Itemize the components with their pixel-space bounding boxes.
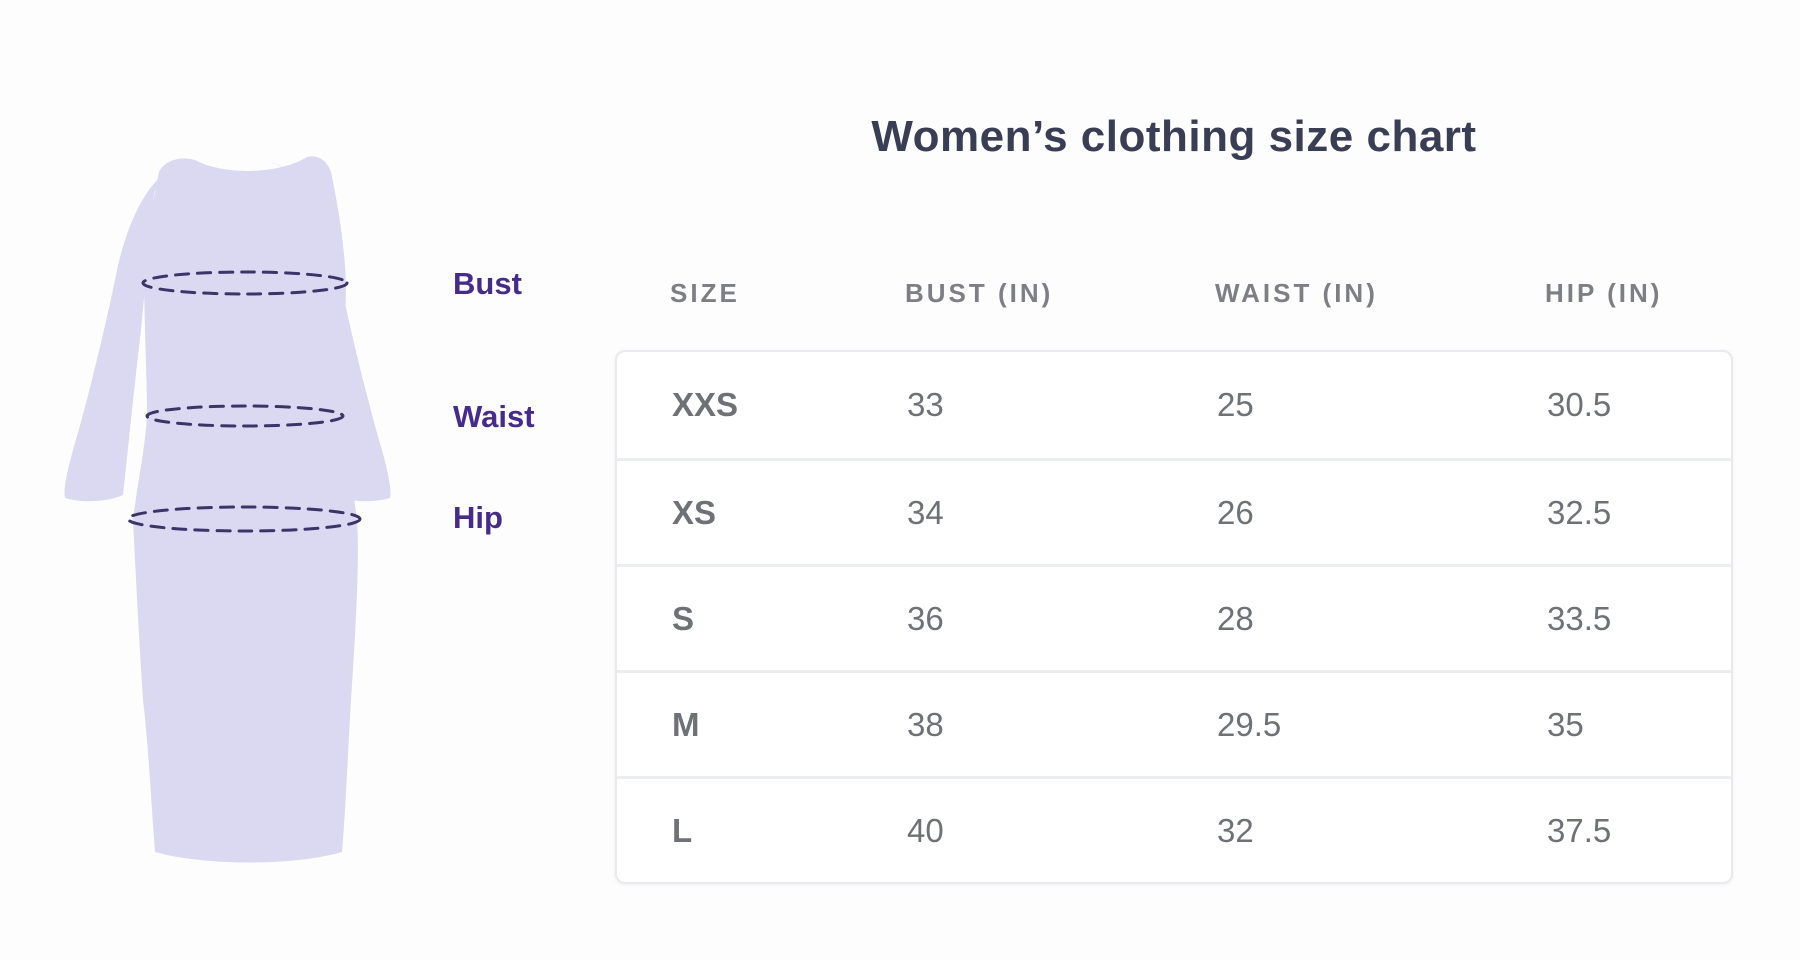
waist-cell: 25 xyxy=(1217,386,1254,423)
bust-cell: 38 xyxy=(907,705,944,743)
bust-cell: 33 xyxy=(907,386,944,423)
column-header-bust: BUST (in) xyxy=(905,277,1054,308)
column-header-waist: WAIST (in) xyxy=(1215,277,1378,308)
hip-cell: 35 xyxy=(1547,705,1584,743)
table-row: XXS 33 25 30.5 xyxy=(617,352,1731,458)
bust-measure-line xyxy=(141,270,349,296)
size-cell: XXS xyxy=(672,386,739,423)
hip-cell: 32.5 xyxy=(1547,493,1612,531)
bust-cell: 34 xyxy=(907,493,944,531)
table-row: M 38 29.5 35 xyxy=(617,670,1731,776)
hip-cell: 33.5 xyxy=(1547,599,1612,637)
size-cell: XS xyxy=(672,493,717,531)
hip-cell: 37.5 xyxy=(1547,811,1612,849)
table-row: S 36 28 33.5 xyxy=(617,564,1731,670)
dress-left-sleeve-shape xyxy=(64,162,185,502)
column-header-size: SIZE xyxy=(670,277,740,308)
bust-cell: 40 xyxy=(907,811,944,849)
waist-label: Waist xyxy=(453,399,535,434)
waist-cell: 26 xyxy=(1217,493,1254,531)
column-header-hip: HIP (in) xyxy=(1545,277,1663,308)
size-table: XXS 33 25 30.5 XS 34 26 32.5 S 36 28 33.… xyxy=(615,350,1733,884)
dress-body-shape xyxy=(133,156,358,863)
page-title: Women’s clothing size chart xyxy=(871,112,1477,161)
dress-svg xyxy=(64,156,391,863)
bust-label: Bust xyxy=(453,266,522,301)
hip-cell: 30.5 xyxy=(1547,386,1612,423)
waist-cell: 32 xyxy=(1217,811,1254,849)
dress-illustration xyxy=(55,140,400,865)
size-cell: M xyxy=(672,705,700,743)
size-cell: L xyxy=(672,811,693,849)
waist-cell: 28 xyxy=(1217,599,1254,637)
hip-measure-line xyxy=(126,505,362,533)
size-cell: S xyxy=(672,599,695,637)
table-header-row: SIZE BUST (in) WAIST (in) HIP (in) xyxy=(615,272,1733,314)
waist-measure-line xyxy=(145,404,345,428)
table-row: XS 34 26 32.5 xyxy=(617,458,1731,564)
table-row: L 40 32 37.5 xyxy=(617,776,1731,882)
hip-label: Hip xyxy=(453,500,503,535)
waist-cell: 29.5 xyxy=(1217,705,1282,743)
bust-cell: 36 xyxy=(907,599,944,637)
